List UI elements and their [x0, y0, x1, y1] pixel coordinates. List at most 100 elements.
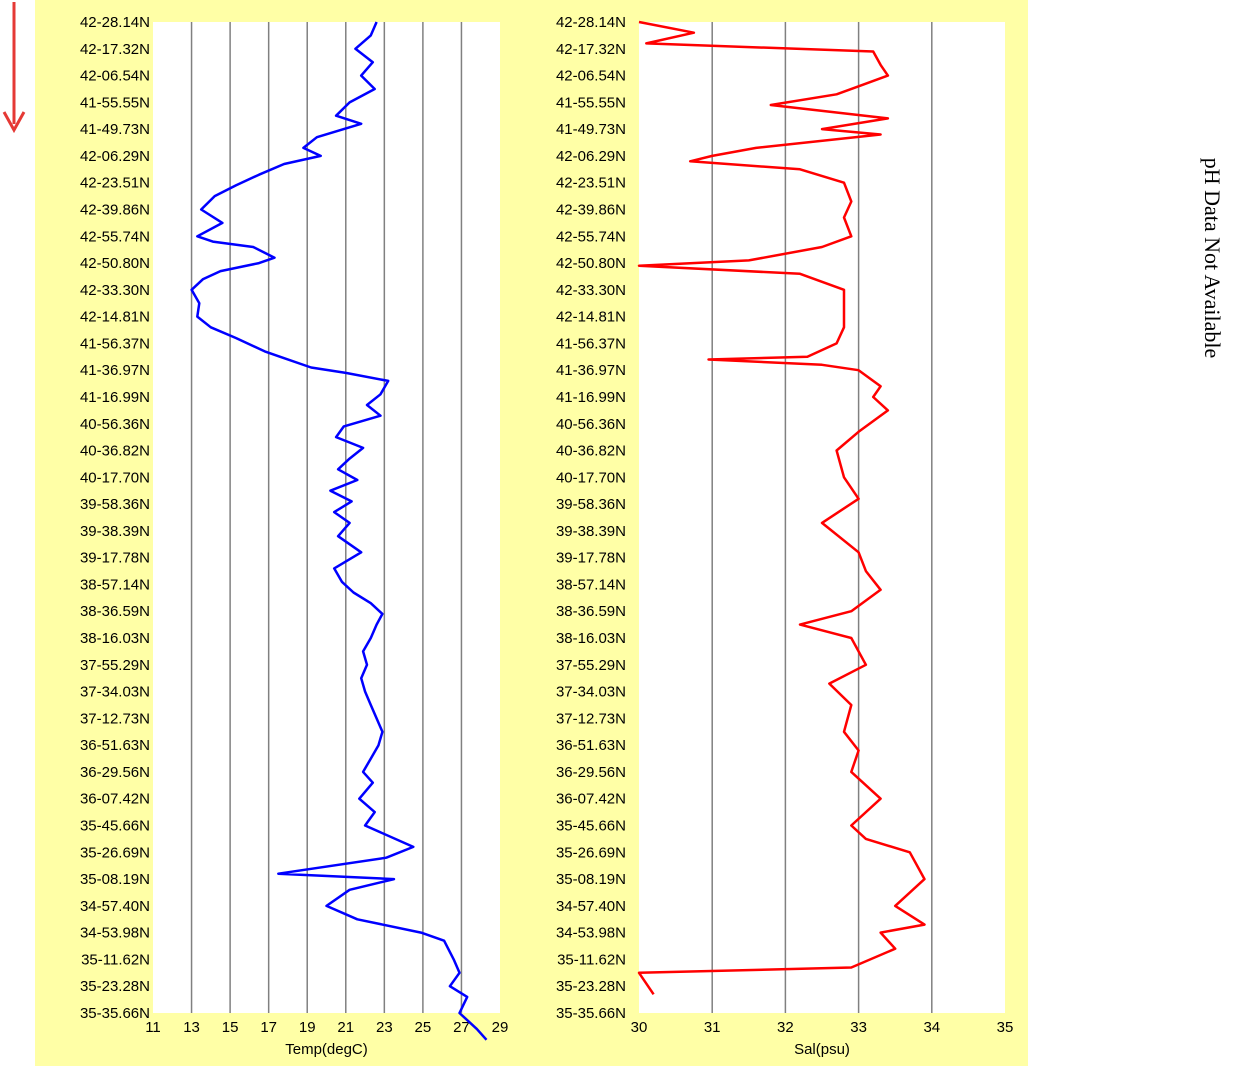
- y-tick-label: 42-50.80N: [80, 255, 150, 272]
- y-tick-label: 35-35.66N: [556, 1005, 626, 1022]
- y-tick-label: 37-34.03N: [556, 684, 626, 701]
- y-tick-label: 36-07.42N: [80, 791, 150, 808]
- series-line-1: [637, 20, 926, 996]
- y-tick-label: 42-06.54N: [556, 68, 626, 85]
- y-tick-label: 41-36.97N: [80, 362, 150, 379]
- plot-area: [639, 22, 1005, 1013]
- y-tick-label: 35-11.62N: [81, 951, 150, 968]
- y-tick-label: 42-17.32N: [80, 41, 150, 58]
- y-tick-label: 41-55.55N: [80, 94, 150, 111]
- y-tick-label: 42-28.14N: [80, 14, 150, 31]
- y-tick-label: 42-55.74N: [556, 228, 626, 245]
- y-tick-label: 42-06.29N: [556, 148, 626, 165]
- x-tick-label: 21: [337, 1019, 354, 1036]
- x-tick-label: 31: [704, 1019, 721, 1036]
- x-tick-label: 33: [850, 1019, 867, 1036]
- y-tick-label: 42-28.14N: [556, 14, 626, 31]
- y-tick-label: 42-23.51N: [80, 175, 150, 192]
- y-tick-label: 35-08.19N: [80, 871, 150, 888]
- y-tick-label: 42-55.74N: [80, 228, 150, 245]
- y-tick-label: 42-33.30N: [80, 282, 150, 299]
- x-tick-label: 29: [492, 1019, 509, 1036]
- y-tick-label: 35-45.66N: [556, 818, 626, 835]
- y-tick-label: 36-29.56N: [556, 764, 626, 781]
- y-tick-label: 38-16.03N: [556, 630, 626, 647]
- y-tick-label: 42-33.30N: [556, 282, 626, 299]
- y-tick-label: 41-16.99N: [80, 389, 150, 406]
- side-note-text: pH Data Not Available: [1200, 157, 1225, 359]
- plot-area: [153, 22, 500, 1013]
- x-tick-label: 27: [453, 1019, 470, 1036]
- series-line-1: [190, 21, 488, 1041]
- y-tick-label: 42-39.86N: [556, 201, 626, 218]
- y-tick-label: 42-06.29N: [80, 148, 150, 165]
- y-tick-label: 38-16.03N: [80, 630, 150, 647]
- y-tick-label: 35-11.62N: [557, 951, 626, 968]
- y-tick-label: 35-23.28N: [80, 978, 150, 995]
- y-tick-label: 42-06.54N: [80, 68, 150, 85]
- y-tick-label: 34-53.98N: [80, 925, 150, 942]
- y-tick-label: 40-17.70N: [556, 469, 626, 486]
- y-tick-label: 37-34.03N: [80, 684, 150, 701]
- x-axis-title: Sal(psu): [794, 1041, 850, 1058]
- y-tick-label: 41-56.37N: [80, 335, 150, 352]
- y-tick-label: 37-12.73N: [80, 710, 150, 727]
- chart-panel: 11 13 15 17 19 21 23 25 27 29 42-28.14N 42-17.32N 42…: [35, 0, 1028, 1066]
- y-tick-label: 42-17.32N: [556, 41, 626, 58]
- y-tick-label: 35-45.66N: [80, 818, 150, 835]
- x-tick-label: 35: [997, 1019, 1014, 1036]
- y-tick-label: 37-55.29N: [556, 657, 626, 674]
- y-tick-label: 39-58.36N: [80, 496, 150, 513]
- y-tick-label: 38-36.59N: [556, 603, 626, 620]
- x-tick-label: 23: [376, 1019, 393, 1036]
- y-tick-label: 36-51.63N: [80, 737, 150, 754]
- x-tick-label: 25: [415, 1019, 432, 1036]
- y-tick-label: 36-07.42N: [556, 791, 626, 808]
- y-tick-label: 41-49.73N: [556, 121, 626, 138]
- x-tick-label: 19: [299, 1019, 316, 1036]
- y-tick-label: 39-17.78N: [80, 550, 150, 567]
- y-tick-label: 35-26.69N: [556, 844, 626, 861]
- y-tick-label: 34-57.40N: [80, 898, 150, 915]
- y-tick-label: 40-36.82N: [556, 443, 626, 460]
- y-tick-label: 39-38.39N: [556, 523, 626, 540]
- x-tick-label: 34: [923, 1019, 940, 1036]
- x-tick-label: 17: [260, 1019, 277, 1036]
- y-tick-label: 41-16.99N: [556, 389, 626, 406]
- x-tick-label: 11: [145, 1019, 161, 1036]
- x-tick-label: 30: [631, 1019, 648, 1036]
- y-tick-label: 39-38.39N: [80, 523, 150, 540]
- chart-canvas: 11 13 15 17 19 21 23 25 27 29 42-28.14N 42-17.32N 42…: [80, 14, 1013, 1058]
- y-tick-label: 41-49.73N: [80, 121, 150, 138]
- y-tick-label: 38-57.14N: [80, 576, 150, 593]
- y-tick-label: 35-08.19N: [556, 871, 626, 888]
- chart-2: 30 31 32 33 34 35 42-28.14N 42-17.32N 42-06.54N 4…: [556, 14, 1013, 1058]
- y-tick-label: 35-35.66N: [80, 1005, 150, 1022]
- y-tick-label: 41-56.37N: [556, 335, 626, 352]
- y-tick-label: 39-58.36N: [556, 496, 626, 513]
- y-tick-label: 42-14.81N: [556, 309, 626, 326]
- y-tick-label: 40-56.36N: [556, 416, 626, 433]
- y-tick-label: 42-39.86N: [80, 201, 150, 218]
- x-tick-label: 32: [777, 1019, 794, 1036]
- down-arrow-icon: [2, 2, 26, 134]
- y-tick-label: 42-50.80N: [556, 255, 626, 272]
- y-tick-label: 37-12.73N: [556, 710, 626, 727]
- x-axis-title: Temp(degC): [285, 1041, 368, 1058]
- y-tick-label: 34-57.40N: [556, 898, 626, 915]
- y-tick-label: 40-36.82N: [80, 443, 150, 460]
- y-tick-label: 34-53.98N: [556, 925, 626, 942]
- chart-1: 11 13 15 17 19 21 23 25 27 29 42-28.14N 42-17.32N 42…: [80, 14, 508, 1058]
- y-tick-label: 39-17.78N: [556, 550, 626, 567]
- arrow-head: [2, 111, 26, 134]
- y-tick-label: 42-14.81N: [80, 309, 150, 326]
- y-tick-label: 38-57.14N: [556, 576, 626, 593]
- x-tick-label: 13: [183, 1019, 200, 1036]
- y-tick-label: 42-23.51N: [556, 175, 626, 192]
- y-tick-label: 40-17.70N: [80, 469, 150, 486]
- y-tick-label: 36-29.56N: [80, 764, 150, 781]
- y-tick-label: 41-36.97N: [556, 362, 626, 379]
- y-tick-label: 35-23.28N: [556, 978, 626, 995]
- y-tick-label: 40-56.36N: [80, 416, 150, 433]
- y-tick-label: 41-55.55N: [556, 94, 626, 111]
